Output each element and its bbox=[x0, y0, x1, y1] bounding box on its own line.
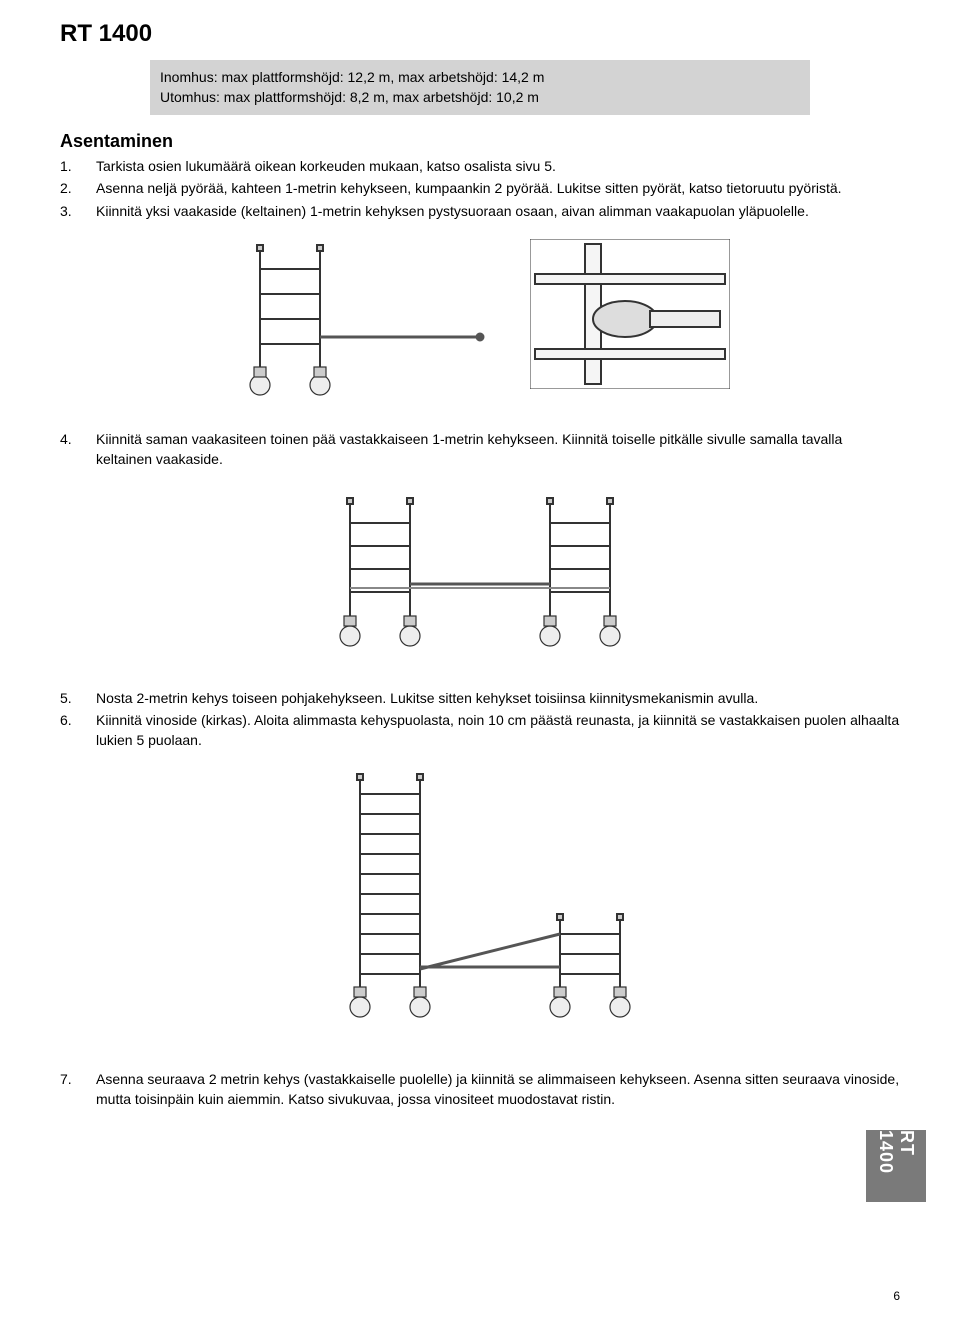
steps-group-c: 5. Nosta 2-metrin kehys toiseen pohjakeh… bbox=[60, 688, 900, 751]
step-text: Asenna neljä pyörää, kahteen 1-metrin ke… bbox=[96, 178, 900, 198]
step-6: 6. Kiinnitä vinoside (kirkas). Aloita al… bbox=[60, 710, 900, 751]
step-text: Kiinnitä vinoside (kirkas). Aloita alimm… bbox=[96, 710, 900, 751]
figure-tall-frame-diagonal bbox=[310, 769, 650, 1029]
spec-line-1: Inomhus: max plattformshöjd: 12,2 m, max… bbox=[160, 68, 800, 88]
steps-group-b: 4. Kiinnitä saman vaakasiteen toinen pää… bbox=[60, 429, 900, 470]
figure-row-3 bbox=[60, 769, 900, 1029]
spec-line-2: Utomhus: max plattformshöjd: 8,2 m, max … bbox=[160, 88, 800, 108]
step-text: Kiinnitä yksi vaakaside (keltainen) 1-me… bbox=[96, 201, 900, 221]
step-text: Kiinnitä saman vaakasiteen toinen pää va… bbox=[96, 429, 900, 470]
step-text: Nosta 2-metrin kehys toiseen pohjakehyks… bbox=[96, 688, 900, 708]
page-title: RT 1400 bbox=[60, 20, 900, 48]
figure-row-1 bbox=[60, 239, 900, 399]
figure-clamp-detail bbox=[530, 239, 730, 389]
step-7: 7. Asenna seuraava 2 metrin kehys (vasta… bbox=[60, 1069, 900, 1110]
step-5: 5. Nosta 2-metrin kehys toiseen pohjakeh… bbox=[60, 688, 900, 708]
step-num: 1. bbox=[60, 156, 96, 176]
figure-row-2 bbox=[60, 488, 900, 658]
section-heading: Asentaminen bbox=[60, 131, 900, 152]
page-number: 6 bbox=[893, 1289, 900, 1303]
steps-group-d: 7. Asenna seuraava 2 metrin kehys (vasta… bbox=[60, 1069, 900, 1110]
step-text: Tarkista osien lukumäärä oikean korkeude… bbox=[96, 156, 900, 176]
side-tab: RT 1400 bbox=[866, 1130, 926, 1202]
step-num: 5. bbox=[60, 688, 96, 708]
step-4: 4. Kiinnitä saman vaakasiteen toinen pää… bbox=[60, 429, 900, 470]
step-text: Asenna seuraava 2 metrin kehys (vastakka… bbox=[96, 1069, 900, 1110]
step-2: 2. Asenna neljä pyörää, kahteen 1-metrin… bbox=[60, 178, 900, 198]
spec-box: Inomhus: max plattformshöjd: 12,2 m, max… bbox=[150, 60, 810, 115]
step-1: 1. Tarkista osien lukumäärä oikean korke… bbox=[60, 156, 900, 176]
step-num: 7. bbox=[60, 1069, 96, 1110]
step-num: 2. bbox=[60, 178, 96, 198]
step-num: 6. bbox=[60, 710, 96, 751]
figure-two-frames-connected bbox=[310, 488, 650, 658]
figure-frame-with-brace bbox=[230, 239, 490, 399]
steps-group-a: 1. Tarkista osien lukumäärä oikean korke… bbox=[60, 156, 900, 221]
step-num: 3. bbox=[60, 201, 96, 221]
step-num: 4. bbox=[60, 429, 96, 470]
step-3: 3. Kiinnitä yksi vaakaside (keltainen) 1… bbox=[60, 201, 900, 221]
